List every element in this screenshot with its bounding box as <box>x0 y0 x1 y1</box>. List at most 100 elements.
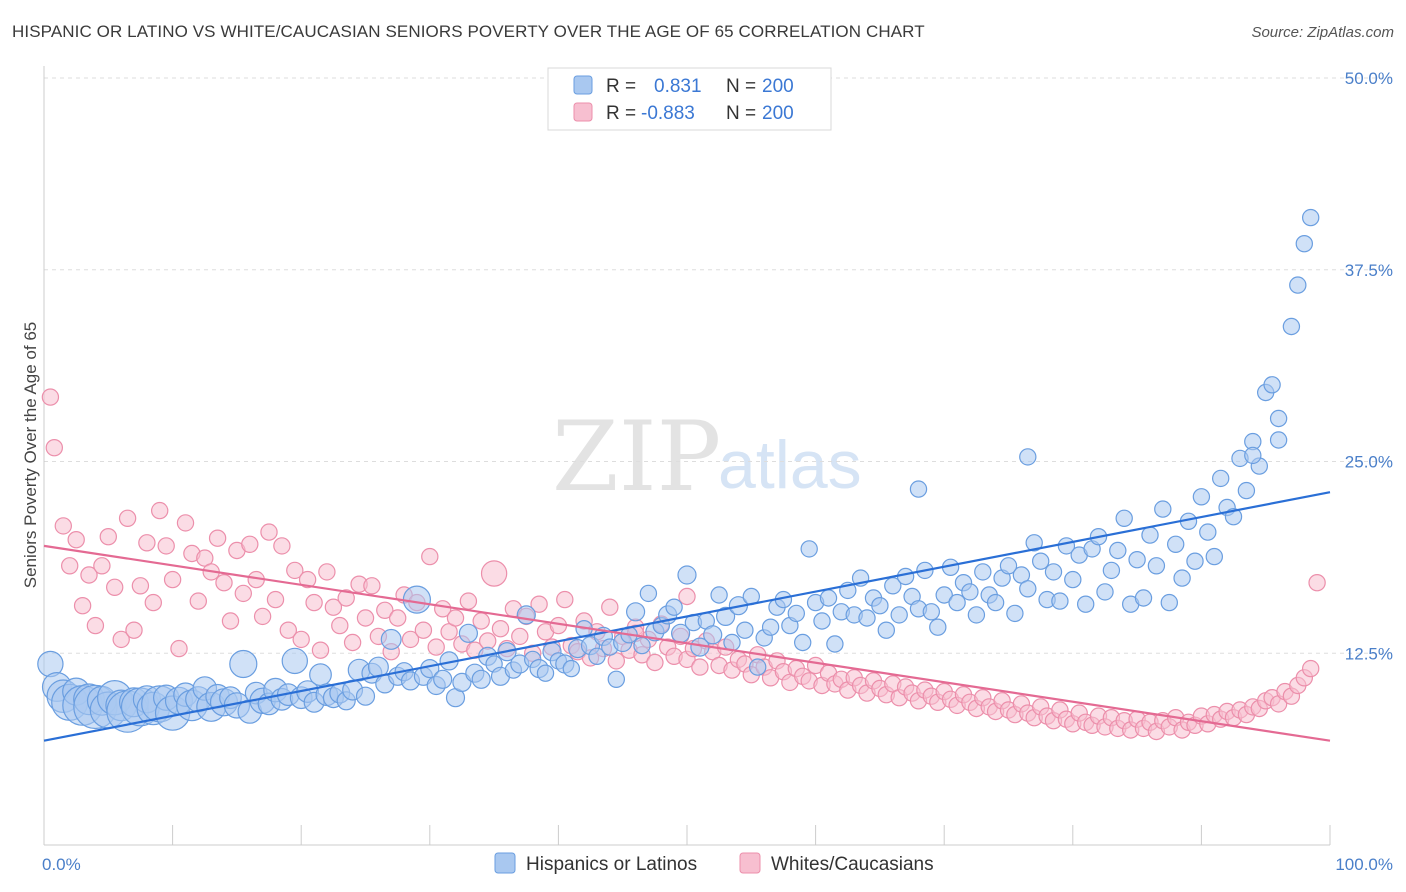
bottom-swatch-blue <box>494 852 516 874</box>
hispanic-point <box>1141 526 1159 544</box>
hispanic-point <box>1019 448 1037 466</box>
white-point <box>601 598 619 616</box>
legend-n-label-2: N = <box>726 103 756 124</box>
white-point <box>118 509 137 527</box>
hispanic-point <box>458 623 478 643</box>
hispanic-trend-line <box>43 491 1331 742</box>
hispanic-point <box>1211 469 1230 488</box>
y-tick-label: 37.5% <box>1345 261 1393 280</box>
white-point <box>138 534 156 552</box>
hispanic-point <box>625 602 646 622</box>
hispanic-point <box>800 540 818 558</box>
white-point <box>279 621 297 639</box>
hispanic-point <box>871 597 889 615</box>
white-point <box>163 570 182 589</box>
white-point <box>221 612 240 630</box>
legend-r-value-1: 0.831 <box>654 76 702 97</box>
white-point <box>646 653 664 672</box>
hispanic-point <box>355 686 376 706</box>
hispanic-point <box>1025 534 1043 552</box>
white-point <box>472 612 490 630</box>
white-point <box>331 616 349 635</box>
hispanic-point <box>1199 523 1217 541</box>
hispanic-point <box>402 585 431 614</box>
hispanic-point <box>1134 589 1153 607</box>
hispanic-point <box>749 658 767 676</box>
legend-r-label-1: R = <box>606 76 636 97</box>
white-point <box>273 537 291 555</box>
white-point <box>93 557 111 575</box>
hispanic-point <box>1237 481 1256 500</box>
white-point <box>427 638 445 656</box>
white-point <box>311 641 330 659</box>
bottom-legend-hispanics: Hispanics or Latinos <box>526 854 697 875</box>
hispanic-point <box>986 593 1005 612</box>
series-legend: Hispanics or Latinos Whites/Caucasians <box>494 852 934 875</box>
white-point <box>144 593 162 612</box>
white-point <box>678 587 696 606</box>
hispanic-point <box>1244 446 1262 465</box>
white-point <box>260 523 278 541</box>
bottom-swatch-pink <box>739 852 761 874</box>
hispanic-point <box>1154 500 1172 518</box>
hispanic-point <box>787 604 806 623</box>
hispanic-point <box>1186 552 1204 570</box>
white-point <box>189 592 207 610</box>
white-point <box>150 501 169 520</box>
hispanic-point <box>1166 535 1185 554</box>
white-point <box>421 547 439 566</box>
hispanic-point <box>1192 488 1211 506</box>
legend-r-label-2: R = <box>606 103 636 124</box>
white-point <box>318 563 336 581</box>
hispanic-point <box>826 635 844 653</box>
chart-title: HISPANIC OR LATINO VS WHITE/CAUCASIAN SE… <box>12 22 925 41</box>
tick-labels: 12.5% 25.0% 37.5% 50.0% 0.0% 100.0% <box>42 69 1393 874</box>
watermark-atlas: atlas <box>718 427 862 503</box>
white-point <box>112 630 130 649</box>
white-point <box>157 537 175 555</box>
legend-n-value-2: 200 <box>762 103 794 124</box>
hispanic-point <box>433 669 453 689</box>
hispanic-point <box>974 563 992 581</box>
white-trend-line <box>43 544 1331 742</box>
white-point <box>363 577 381 595</box>
hispanics-latinos-points <box>37 208 1320 733</box>
white-point <box>286 561 304 580</box>
hispanic-point <box>1282 317 1301 336</box>
white-point <box>80 566 98 584</box>
hispanic-point <box>1096 583 1114 601</box>
hispanic-point <box>677 565 697 585</box>
hispanic-point <box>922 603 941 621</box>
hispanic-point <box>736 621 754 639</box>
white-point <box>491 620 510 638</box>
trend-lines <box>43 491 1331 742</box>
white-point <box>253 607 272 626</box>
hispanic-point <box>813 612 831 630</box>
hispanic-point <box>1269 431 1288 449</box>
hispanic-point <box>516 605 536 625</box>
white-point <box>1301 659 1320 678</box>
legend-swatch-blue <box>573 75 593 95</box>
hispanic-point <box>639 584 658 603</box>
white-point <box>691 658 709 676</box>
hispanic-point <box>1076 595 1095 613</box>
white-point <box>305 593 323 612</box>
hispanic-point <box>715 606 736 627</box>
white-point <box>376 601 394 620</box>
legend-n-label-1: N = <box>726 76 756 97</box>
white-point <box>556 590 574 609</box>
hispanic-point <box>536 664 555 682</box>
white-point <box>241 535 259 554</box>
legend-swatch-pink <box>573 102 593 122</box>
hispanic-point <box>281 647 308 675</box>
hispanic-point <box>1289 276 1307 294</box>
bottom-legend-whites: Whites/Caucasians <box>771 854 934 875</box>
hispanic-point <box>710 586 728 604</box>
y-tick-label: 12.5% <box>1345 644 1393 663</box>
white-point <box>459 592 478 610</box>
y-axis-label: Seniors Poverty Over the Age of 65 <box>21 322 40 588</box>
hispanic-point <box>967 606 986 624</box>
hispanic-point <box>1301 208 1320 227</box>
hispanic-point <box>1102 561 1121 580</box>
